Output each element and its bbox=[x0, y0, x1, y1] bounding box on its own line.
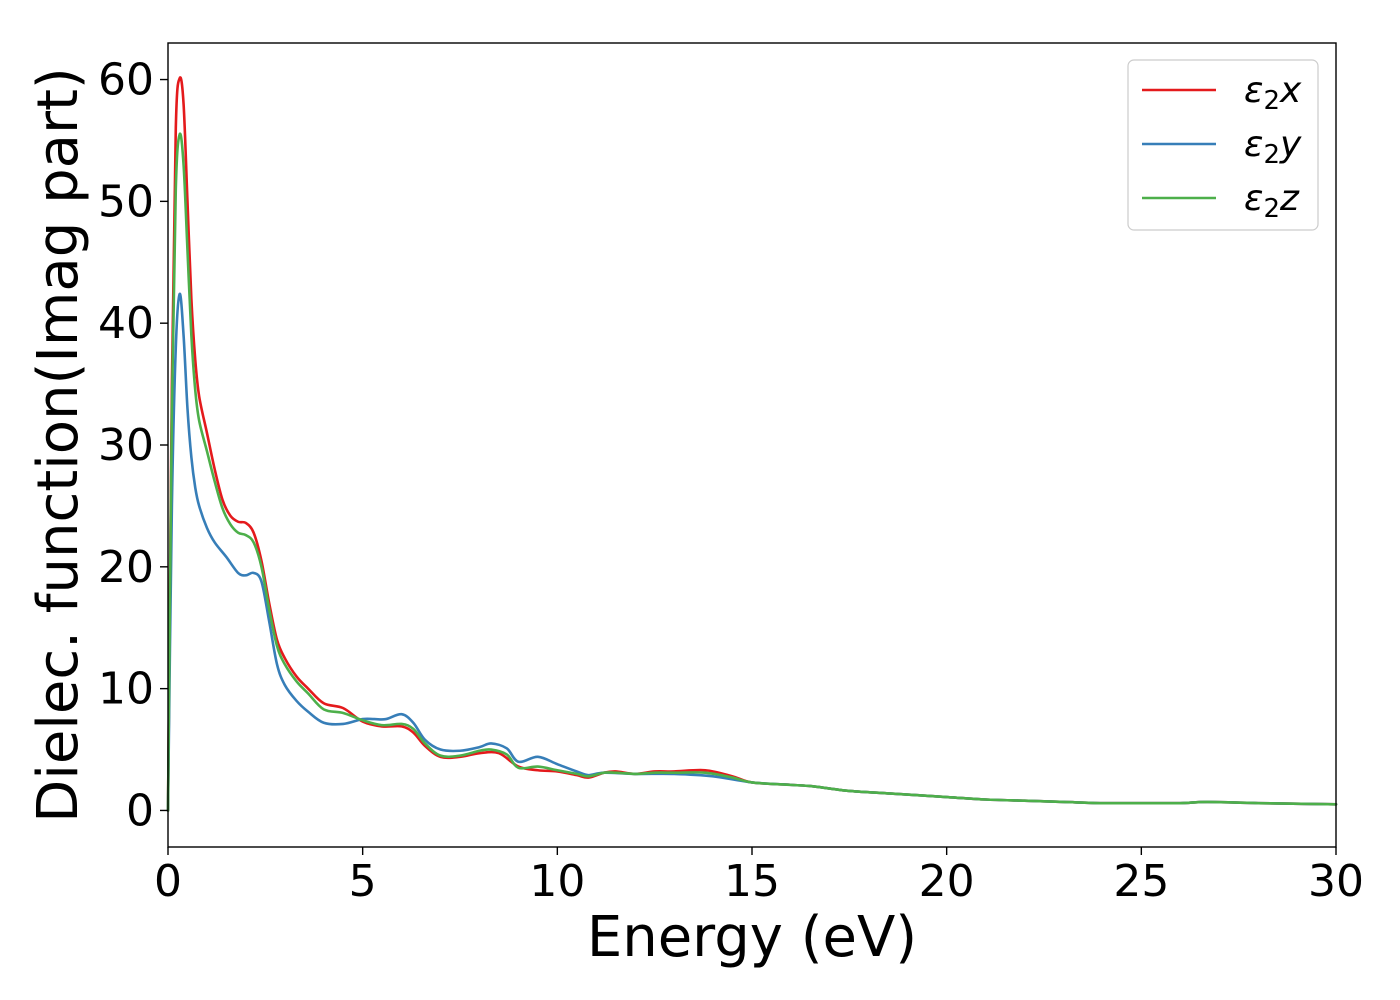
y-tick-label: 60 bbox=[98, 55, 154, 106]
y-tick-label: 40 bbox=[98, 298, 154, 349]
legend-label-y: ε2y bbox=[1244, 124, 1302, 170]
y-tick-label: 10 bbox=[98, 664, 154, 715]
series-line-z bbox=[166, 132, 1338, 812]
y-axis-ticks: 0 10 20 30 40 50 60 bbox=[98, 55, 168, 836]
x-tick-label: 25 bbox=[1113, 856, 1169, 907]
y-axis-title: Dielec. function(Imag part) bbox=[26, 67, 91, 823]
legend-label-x: ε2x bbox=[1244, 70, 1302, 116]
x-axis-ticks: 0 5 10 15 20 25 30 bbox=[154, 847, 1364, 907]
y-tick-label: 20 bbox=[98, 542, 154, 593]
y-tick-label: 0 bbox=[126, 785, 154, 836]
x-tick-label: 10 bbox=[529, 856, 585, 907]
x-axis-title: Energy (eV) bbox=[587, 905, 917, 970]
y-tick-label: 50 bbox=[98, 176, 154, 227]
y-tick-label: 30 bbox=[98, 420, 154, 471]
legend-box bbox=[1127, 59, 1319, 231]
x-tick-label: 20 bbox=[919, 856, 975, 907]
x-tick-label: 15 bbox=[724, 856, 780, 907]
x-tick-label: 5 bbox=[349, 856, 377, 907]
legend-label-z: ε2z bbox=[1244, 178, 1300, 224]
series-line-y bbox=[166, 292, 1338, 812]
series-layer bbox=[166, 76, 1338, 812]
x-tick-label: 0 bbox=[154, 856, 182, 907]
legend: ε2x ε2y ε2z bbox=[1127, 59, 1319, 231]
x-tick-label: 30 bbox=[1308, 856, 1364, 907]
